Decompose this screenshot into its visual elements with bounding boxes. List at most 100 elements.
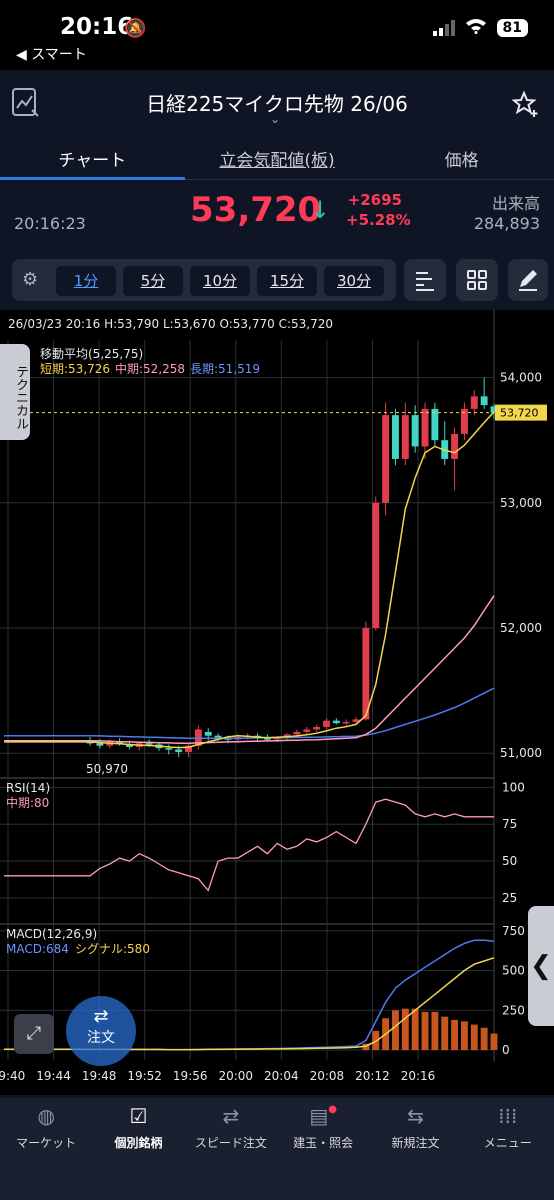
macd-hist-bar	[480, 1027, 488, 1051]
candle-body	[125, 744, 133, 747]
candle-body	[313, 726, 321, 730]
volume-label: 出来高	[491, 194, 540, 213]
nav-menu-label: メニュー	[483, 1136, 532, 1150]
x-tick-label: 20:12	[355, 1069, 390, 1083]
ma-short-label: 短期:53,726	[40, 362, 110, 376]
back-to-app-link[interactable]: ◀ スマート	[16, 47, 87, 63]
timeframe-10m[interactable]: 10分	[190, 266, 250, 296]
macd-hist-bar	[470, 1024, 478, 1051]
candle-body	[392, 415, 399, 459]
macd-hist-bar	[460, 1021, 468, 1051]
macd-hist-bar	[421, 1011, 429, 1051]
main-tabs: チャート 立会気配値(板) 価格	[0, 136, 554, 180]
macd-hist-bar	[441, 1016, 449, 1051]
rsi-tick-label: 25	[502, 891, 517, 905]
swap-icon: ⇆	[407, 1104, 424, 1128]
price-tick-label: 52,000	[500, 621, 542, 635]
tab-price[interactable]: 価格	[444, 151, 479, 171]
battery-indicator: 81	[496, 19, 528, 37]
nav-market[interactable]: ◍ マーケット	[0, 1098, 92, 1200]
speed-arrows-icon: ⇄	[222, 1104, 240, 1128]
bottom-nav: ◍ マーケット ☑ 個別銘柄 ⇄ スピード注文 ▤● 建玉・照会 ⇆ 新規注文 …	[0, 1098, 554, 1200]
mute-icon: 🔕	[124, 18, 147, 39]
rsi-mid-label: 中期:80	[6, 795, 49, 810]
quote-time: 20:16:23	[14, 214, 86, 233]
macd-hist-bar	[411, 1008, 419, 1051]
signal-line	[4, 957, 495, 1051]
header: 日経225マイクロ先物 26/06 ⌄	[0, 70, 554, 136]
chart-switch-icon[interactable]	[12, 88, 40, 122]
signal-label: シグナル:580	[75, 942, 150, 956]
candle-body	[490, 406, 498, 413]
nav-stock[interactable]: ☑ 個別銘柄	[92, 1098, 184, 1200]
layout-grid-button[interactable]	[456, 259, 498, 301]
price-tick-label: 51,000	[500, 746, 542, 760]
nav-speed-order-label: スピード注文	[194, 1136, 267, 1150]
price-tick-label: 54,000	[500, 371, 542, 385]
list-settings-button[interactable]	[404, 259, 446, 301]
grid-dots-icon: ⁞⁞⁞	[498, 1104, 518, 1128]
candle-body	[263, 738, 271, 740]
candle-body	[185, 745, 192, 752]
candle-body	[431, 408, 439, 441]
x-tick-label: 19:48	[82, 1069, 117, 1083]
candle-body	[460, 408, 468, 434]
arrow-down-icon: ↓	[310, 196, 331, 224]
document-icon: ▤●	[309, 1104, 337, 1128]
bars-icon	[416, 272, 434, 291]
tab-order-book[interactable]: 立会気配値(板)	[219, 151, 335, 171]
rsi-line	[4, 798, 494, 892]
macd-hist-bar	[451, 1019, 459, 1051]
grid-icon	[467, 270, 487, 290]
technical-side-tab[interactable]: テクニカル	[0, 344, 30, 440]
macd-label: MACD:684	[6, 942, 69, 956]
chevron-left-icon[interactable]: ❮	[528, 906, 554, 1026]
nav-new-order[interactable]: ⇆ 新規注文	[369, 1098, 461, 1200]
price-change: +2695 +5.28%	[346, 190, 411, 230]
tab-chart[interactable]: チャート	[0, 136, 185, 180]
candle-body	[165, 748, 173, 750]
chevron-down-icon[interactable]: ⌄	[270, 112, 281, 126]
gear-icon[interactable]: ⚙	[22, 269, 39, 290]
macd-hist-bar	[362, 1043, 370, 1051]
candle-body	[293, 731, 301, 735]
globe-icon: ◍	[37, 1104, 55, 1128]
macd-title: MACD(12,26,9)	[6, 927, 97, 941]
macd-tick-label: 500	[502, 964, 525, 978]
ma-mid-line	[4, 595, 495, 744]
star-add-icon[interactable]	[511, 90, 540, 122]
candle-body	[204, 731, 212, 736]
timeframe-5m[interactable]: 5分	[123, 266, 183, 296]
candle-body	[382, 415, 390, 503]
candlestick-chart[interactable]: 19:40 19:44 19:48 19:52 19:56 20:00 20:04 20:08…	[0, 310, 554, 1095]
candle-body	[372, 502, 380, 628]
nav-positions[interactable]: ▤● 建玉・照会	[277, 1098, 369, 1200]
rsi-title: RSI(14)	[6, 781, 50, 795]
candle-body	[175, 749, 183, 752]
timeframe-15m[interactable]: 15分	[257, 266, 317, 296]
chart-toolbar: ⚙ 1分 5分 10分 15分 30分	[0, 255, 554, 305]
ma-long-line	[4, 687, 495, 739]
candle-body	[86, 741, 94, 744]
candle-body	[323, 720, 330, 727]
candle-body	[214, 735, 222, 739]
expand-icon[interactable]: ⤢	[14, 1014, 54, 1054]
instrument-title[interactable]: 日経225マイクロ先物 26/06	[146, 92, 408, 116]
change-percent: +5.28%	[346, 211, 411, 229]
timeframe-30m[interactable]: 30分	[324, 266, 384, 296]
low-price-label: 50,970	[86, 762, 128, 776]
x-tick-label: 19:44	[36, 1069, 71, 1083]
nav-speed-order[interactable]: ⇄ スピード注文	[185, 1098, 277, 1200]
nav-market-label: マーケット	[16, 1136, 77, 1150]
timeframe-1m[interactable]: 1分	[56, 266, 116, 296]
x-tick-label: 19:56	[173, 1069, 208, 1083]
last-price-tag-text: 53,720	[500, 407, 539, 420]
candle-body	[411, 415, 419, 447]
candle-body	[470, 396, 478, 409]
macd-hist-bar	[392, 1010, 399, 1051]
order-button[interactable]: ⇄ 注文	[66, 996, 136, 1066]
ma-title: 移動平均(5,25,75)	[40, 347, 143, 361]
x-tick-label: 19:40	[0, 1069, 25, 1083]
draw-tool-button[interactable]	[508, 259, 548, 301]
nav-menu[interactable]: ⁞⁞⁞ メニュー	[462, 1098, 554, 1200]
